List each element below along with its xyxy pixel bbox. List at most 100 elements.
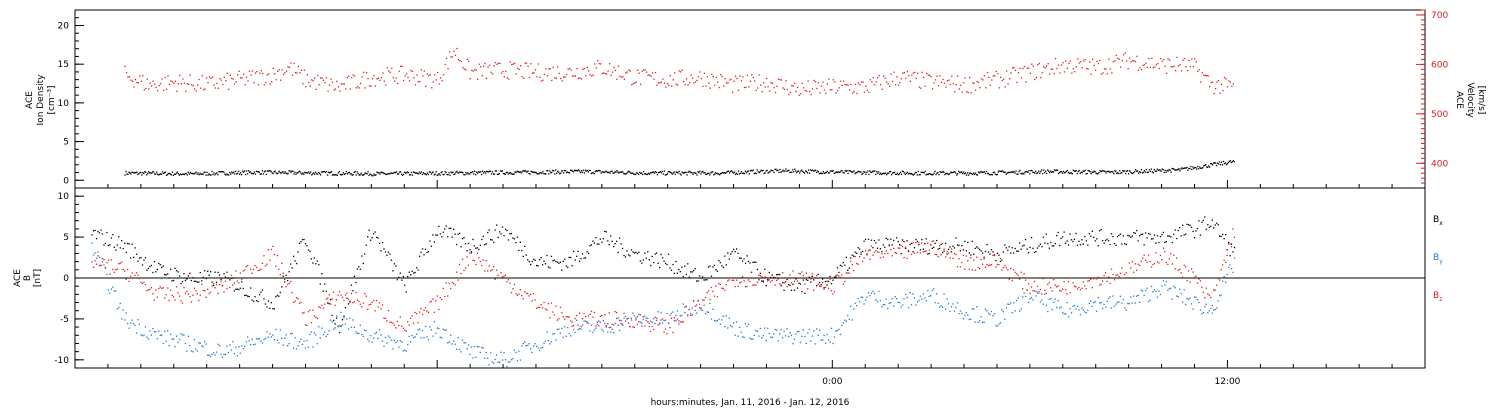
density-point xyxy=(714,173,716,175)
bz-point xyxy=(936,254,938,256)
ylabel-b-line-1: ACE xyxy=(13,269,23,287)
bz-point xyxy=(807,288,809,290)
density-point xyxy=(678,170,680,173)
density-point xyxy=(593,173,595,175)
velocity-point xyxy=(631,83,633,86)
bz-point xyxy=(1198,278,1200,280)
bx-point xyxy=(279,291,281,294)
bz-point xyxy=(162,287,164,289)
by-point xyxy=(653,318,655,320)
by-point xyxy=(936,293,938,295)
bx-point xyxy=(131,243,133,245)
velocity-point xyxy=(845,83,848,86)
by-point xyxy=(524,341,526,343)
bz-point xyxy=(813,289,815,291)
bz-point xyxy=(673,317,676,319)
density-point xyxy=(792,169,794,171)
by-point xyxy=(1096,310,1098,313)
density-point xyxy=(845,170,847,173)
density-point xyxy=(1022,172,1024,174)
velocity-point xyxy=(725,82,728,84)
bx-point xyxy=(226,271,228,273)
bx-point xyxy=(558,262,560,265)
bz-point xyxy=(1051,290,1053,292)
by-point xyxy=(287,345,289,347)
density-point xyxy=(814,169,817,171)
velocity-point xyxy=(1146,66,1149,69)
bz-point xyxy=(221,285,224,287)
velocity-point xyxy=(920,87,922,89)
density-point xyxy=(472,171,474,173)
bx-point xyxy=(670,269,673,271)
bx-point xyxy=(1029,246,1031,249)
density-point xyxy=(585,170,587,172)
density-point xyxy=(774,168,776,171)
bx-point xyxy=(1088,232,1090,235)
bz-point xyxy=(312,309,314,311)
by-point xyxy=(135,332,138,334)
by-point xyxy=(919,295,922,297)
bz-point xyxy=(488,265,490,267)
bz-point xyxy=(761,276,763,278)
density-point xyxy=(1145,168,1148,171)
bx-point xyxy=(1091,230,1093,233)
density-point xyxy=(318,172,321,175)
bx-point xyxy=(1094,240,1096,242)
density-point xyxy=(405,172,408,174)
bx-point xyxy=(1192,230,1194,233)
by-point xyxy=(654,322,656,325)
velocity-point xyxy=(598,62,600,65)
bz-point xyxy=(423,309,425,311)
density-point xyxy=(630,172,632,174)
bz-point xyxy=(175,286,178,288)
density-point xyxy=(460,171,462,173)
density-point xyxy=(225,174,227,176)
bx-point xyxy=(743,258,745,260)
density-point xyxy=(946,172,948,175)
velocity-point xyxy=(371,77,374,80)
velocity-point xyxy=(1173,65,1175,67)
velocity-point xyxy=(552,66,554,69)
by-point xyxy=(211,353,213,356)
by-point xyxy=(590,324,593,326)
bx-point xyxy=(300,241,302,243)
density-point xyxy=(988,174,991,176)
bx-point xyxy=(201,280,203,282)
bz-point xyxy=(773,277,775,280)
bz-point xyxy=(140,281,142,283)
by-point xyxy=(897,301,899,303)
bz-point xyxy=(842,283,844,285)
velocity-point xyxy=(773,87,775,89)
bx-point xyxy=(958,244,960,247)
density-point xyxy=(271,172,273,174)
bz-point xyxy=(750,271,753,273)
bx-point xyxy=(534,259,536,261)
bz-point xyxy=(297,297,299,300)
density-point xyxy=(339,173,342,176)
density-point xyxy=(876,171,878,173)
bz-point xyxy=(685,305,687,307)
velocity-point xyxy=(1231,85,1233,88)
bz-point xyxy=(421,313,424,315)
bx-point xyxy=(1113,242,1116,245)
bx-point xyxy=(306,245,308,247)
bz-point xyxy=(629,325,631,328)
velocity-point xyxy=(668,84,670,87)
by-point xyxy=(1088,302,1090,305)
by-point xyxy=(873,292,876,295)
by-point xyxy=(614,322,616,325)
bz-point xyxy=(841,274,843,276)
by-point xyxy=(882,303,884,306)
bz-point xyxy=(752,284,754,286)
density-point xyxy=(1180,168,1182,170)
bx-point xyxy=(236,288,238,290)
bz-point xyxy=(684,311,686,314)
by-point xyxy=(404,349,406,351)
bx-point xyxy=(106,231,108,234)
density-point xyxy=(523,170,525,172)
bz-point xyxy=(887,252,889,255)
velocity-point xyxy=(368,85,371,87)
bz-point xyxy=(1041,293,1043,295)
velocity-point xyxy=(1174,70,1177,72)
bx-point xyxy=(521,249,523,252)
